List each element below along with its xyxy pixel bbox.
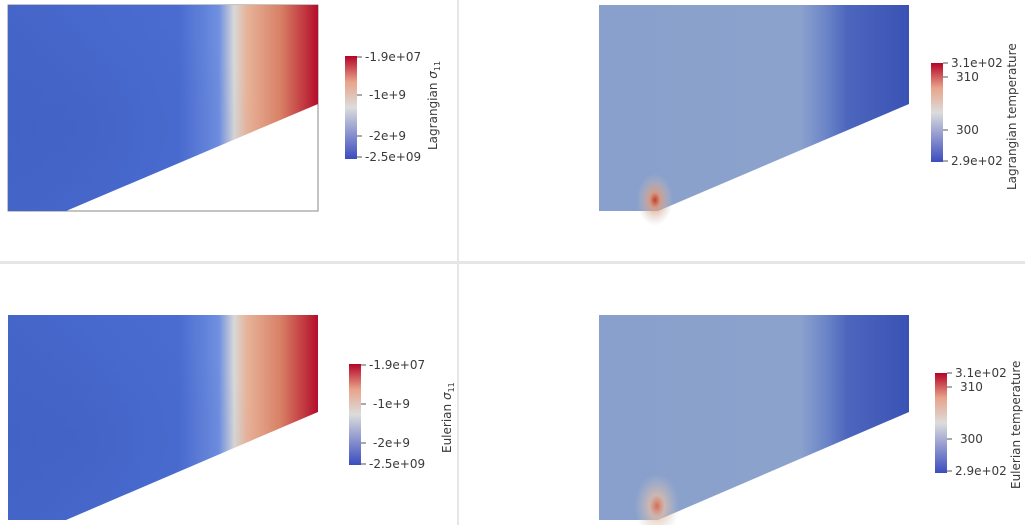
colorbar-tick-label: 300 bbox=[956, 123, 979, 137]
temperature-field-render: 3.1e+02 310 300 2.9e+02 Eulerian tempera… bbox=[599, 315, 1023, 525]
colorbar bbox=[349, 364, 361, 465]
colorbar-title: Eulerian temperature bbox=[1009, 361, 1023, 489]
colorbar-tick-label: -1.9e+07 bbox=[365, 50, 421, 64]
hotspot bbox=[635, 474, 679, 525]
colorbar bbox=[935, 373, 947, 473]
colorbar-tick-label: 3.1e+02 bbox=[951, 56, 1003, 70]
svg-text:Eulerian temperature: Eulerian temperature bbox=[1009, 361, 1023, 489]
svg-text:Eulerian σ11: Eulerian σ11 bbox=[440, 382, 456, 453]
temperature-field bbox=[599, 315, 909, 520]
viewport-lagrangian-temperature[interactable]: 3.1e+02 310 300 2.9e+02 Lagrangian tempe… bbox=[459, 0, 1025, 261]
viewport-eulerian-stress[interactable]: -1.9e+07 -1e+9 -2e+9 -2.5e+09 Eulerian σ… bbox=[0, 264, 457, 525]
colorbar-tick-label: -2e+9 bbox=[369, 129, 406, 143]
colorbar-tick-label: 2.9e+02 bbox=[951, 154, 1003, 168]
colorbar-title: Lagrangian σ11 bbox=[426, 61, 442, 150]
colorbar-tick-label: 2.9e+02 bbox=[955, 464, 1007, 478]
svg-text:Lagrangian σ11: Lagrangian σ11 bbox=[426, 61, 442, 150]
colorbar-tick-label: -1.9e+07 bbox=[369, 358, 425, 372]
colorbar-tick-label: 3.1e+02 bbox=[955, 366, 1007, 380]
colorbar-tick-label: -2.5e+09 bbox=[365, 150, 421, 164]
colorbar bbox=[931, 63, 943, 162]
colorbar-tick-label: 310 bbox=[960, 380, 983, 394]
viewport-divider-horizontal[interactable] bbox=[0, 261, 1025, 264]
temperature-field-render: 3.1e+02 310 300 2.9e+02 Lagrangian tempe… bbox=[599, 5, 1019, 226]
colorbar-tick-label: -1e+9 bbox=[369, 88, 406, 102]
viewport-eulerian-temperature[interactable]: 3.1e+02 310 300 2.9e+02 Eulerian tempera… bbox=[459, 264, 1025, 525]
colorbar-title: Eulerian σ11 bbox=[440, 382, 456, 453]
svg-text:Lagrangian temperature: Lagrangian temperature bbox=[1005, 43, 1019, 190]
colorbar-tick-label: -2e+9 bbox=[373, 436, 410, 450]
colorbar-tick-label: -2.5e+09 bbox=[369, 457, 425, 471]
temperature-field bbox=[599, 5, 909, 211]
hotspot bbox=[637, 174, 673, 226]
colorbar-tick-label: 310 bbox=[956, 70, 979, 84]
stress-field-render: -1.9e+07 -1e+9 -2e+9 -2.5e+09 Eulerian σ… bbox=[8, 315, 456, 520]
colorbar-tick-label: 300 bbox=[960, 432, 983, 446]
colorbar-title: Lagrangian temperature bbox=[1005, 43, 1019, 190]
colorbar-tick-label: -1e+9 bbox=[373, 397, 410, 411]
viewport-lagrangian-stress[interactable]: -1.9e+07 -1e+9 -2e+9 -2.5e+09 Lagrangian… bbox=[0, 0, 457, 261]
colorbar bbox=[345, 56, 357, 159]
stress-field-render: -1.9e+07 -1e+9 -2e+9 -2.5e+09 Lagrangian… bbox=[7, 4, 442, 212]
